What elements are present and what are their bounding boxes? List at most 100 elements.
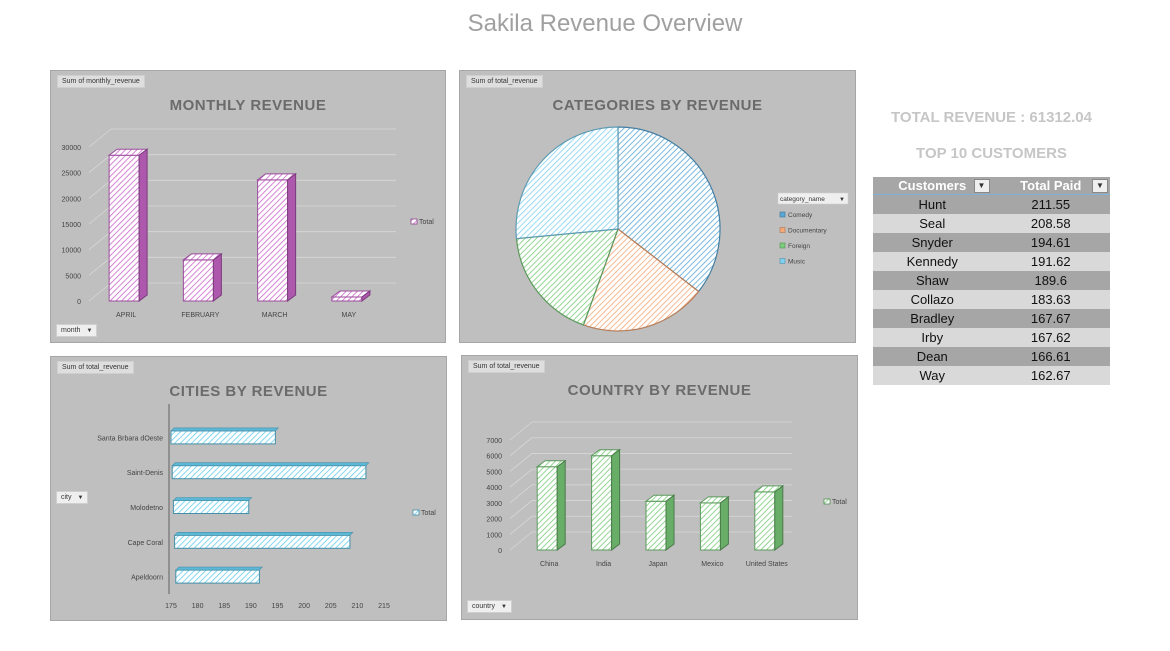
x-tick-label: China <box>540 561 558 568</box>
legend-swatch <box>412 509 420 516</box>
pivot-field-tag[interactable]: Sum of total_revenue <box>468 360 545 373</box>
x-tick-label: 190 <box>245 603 257 610</box>
bar <box>170 430 276 445</box>
y-tick-label: 5000 <box>486 469 502 476</box>
bar-side <box>287 172 297 302</box>
legend-label: Music <box>788 259 806 266</box>
legend-label: Documentary <box>788 228 827 235</box>
pivot-field-tag[interactable]: Sum of total_revenue <box>57 361 134 374</box>
total-paid-cell: 191.62 <box>991 252 1110 271</box>
country-filter-button[interactable]: country ▼ <box>467 600 512 613</box>
total-paid-cell: 183.63 <box>991 290 1110 309</box>
gridline-depth <box>88 205 112 225</box>
table-row[interactable]: Way 162.67 <box>873 366 1110 385</box>
legend-swatch <box>779 227 786 233</box>
monthly-revenue-plot: 0 5000 10000 15000 20000 25000 30000 APRIL FEBRU… <box>62 128 434 319</box>
y-tick-label: Molodetno <box>130 505 163 512</box>
y-tick-label: 20000 <box>62 196 82 203</box>
y-tick-label: 4000 <box>486 485 502 492</box>
table-row[interactable]: Bradley 167.67 <box>873 309 1110 328</box>
total-revenue-label: TOTAL REVENUE : 61312.04 <box>891 109 1092 126</box>
customer-name-cell: Bradley <box>873 309 992 328</box>
pivot-field-tag[interactable]: Sum of total_revenue <box>466 75 543 88</box>
chart-title: COUNTRY BY REVENUE <box>567 382 752 399</box>
y-tick-label: 0 <box>77 299 81 306</box>
chart-title: CATEGORIES BY REVENUE <box>552 97 763 114</box>
bar <box>331 296 363 302</box>
top-customers-table: Customers ▼ Total Paid ▼ Hunt 211.55 Seal 2… <box>873 177 1110 385</box>
pie-slice <box>582 228 700 332</box>
legend-swatch <box>779 258 786 264</box>
bar-top <box>170 427 280 432</box>
x-tick-label: Mexico <box>701 561 723 568</box>
bar <box>591 455 613 551</box>
total-paid-cell: 211.55 <box>991 194 1110 214</box>
x-tick-label: 205 <box>325 603 337 610</box>
filter-dropdown-icon[interactable]: ▼ <box>973 179 990 193</box>
categories-revenue-chart[interactable]: category_name ▼ Comedy Documentary Foreign Mu… <box>459 70 856 343</box>
bar-side <box>556 459 566 551</box>
pivot-field-tag[interactable]: Sum of monthly_revenue <box>57 75 145 88</box>
total-paid-cell: 167.62 <box>991 328 1110 347</box>
x-tick-label: FEBRUARY <box>181 312 219 319</box>
bar <box>754 491 776 551</box>
dropdown-arrow-icon: ▼ <box>500 604 507 610</box>
bar <box>645 500 667 551</box>
month-filter-button[interactable]: month ▼ <box>56 324 98 337</box>
customer-name-cell: Dean <box>873 347 992 366</box>
column-header-label: Customers <box>898 178 967 193</box>
gridline-depth <box>509 453 533 472</box>
bar-top <box>172 497 253 501</box>
x-tick-label: 175 <box>165 603 177 610</box>
cities-revenue-chart[interactable]: 175 180 185 190 195 200 205 210 215 Santa Brbara … <box>50 356 447 621</box>
table-row[interactable]: Kennedy 191.62 <box>873 252 1110 271</box>
city-filter-button[interactable]: city ▼ <box>56 491 89 504</box>
y-tick-label: Cape Coral <box>128 540 164 547</box>
table-row[interactable]: Shaw 189.6 <box>873 271 1110 290</box>
gridline-depth <box>88 128 112 148</box>
customer-name-cell: Seal <box>873 214 992 233</box>
x-tick-label: APRIL <box>116 312 136 319</box>
column-header-label: Total Paid <box>1020 178 1082 193</box>
bar <box>172 500 250 514</box>
table-row[interactable]: Snyder 194.61 <box>873 233 1110 252</box>
gridline-depth <box>509 531 533 551</box>
filter-dropdown-icon[interactable]: ▼ <box>1092 179 1108 193</box>
legend-swatch <box>823 498 831 505</box>
page-title: Sakila Revenue Overview <box>467 10 743 37</box>
gridline-depth <box>509 500 533 519</box>
table-row[interactable]: Irby 167.62 <box>873 328 1110 347</box>
bar-top <box>175 566 264 571</box>
filter-button-label: city <box>61 494 72 501</box>
pie-slice <box>617 126 721 293</box>
monthly-revenue-chart[interactable]: 0 5000 10000 15000 20000 25000 30000 APRIL FEBRU… <box>50 70 446 343</box>
chart-title: MONTHLY REVENUE <box>169 97 327 114</box>
legend-title: category_name <box>780 196 825 203</box>
pie-slice <box>515 126 619 240</box>
legend-field-button[interactable] <box>777 192 849 205</box>
filter-button-label: month <box>61 327 81 334</box>
y-tick-label: Saint-Denis <box>127 470 164 477</box>
legend-swatch <box>779 211 786 218</box>
table-row[interactable]: Hunt 211.55 <box>873 194 1110 214</box>
table-row[interactable]: Seal 208.58 <box>873 214 1110 233</box>
bar <box>536 466 558 551</box>
bar <box>108 154 140 302</box>
gridline-depth <box>88 231 112 250</box>
customers-column-header[interactable]: Customers ▼ <box>873 177 992 195</box>
y-tick-label: 15000 <box>62 222 82 229</box>
total-paid-cell: 189.6 <box>991 271 1110 290</box>
total-paid-cell: 194.61 <box>991 233 1110 252</box>
legend-swatch <box>410 218 418 225</box>
y-tick-label: 6000 <box>486 454 502 461</box>
country-revenue-chart[interactable]: 0 1000 2000 3000 4000 5000 6000 7000 China India J… <box>461 355 858 620</box>
x-tick-label: MAY <box>342 312 357 319</box>
x-tick-label: 210 <box>352 603 364 610</box>
customer-name-cell: Snyder <box>873 233 992 252</box>
customer-name-cell: Irby <box>873 328 992 347</box>
y-tick-label: Apeldoorn <box>131 575 163 582</box>
total-paid-column-header[interactable]: Total Paid ▼ <box>991 177 1110 195</box>
table-row[interactable]: Dean 166.61 <box>873 347 1110 366</box>
legend-swatch <box>779 242 786 249</box>
table-row[interactable]: Collazo 183.63 <box>873 290 1110 309</box>
